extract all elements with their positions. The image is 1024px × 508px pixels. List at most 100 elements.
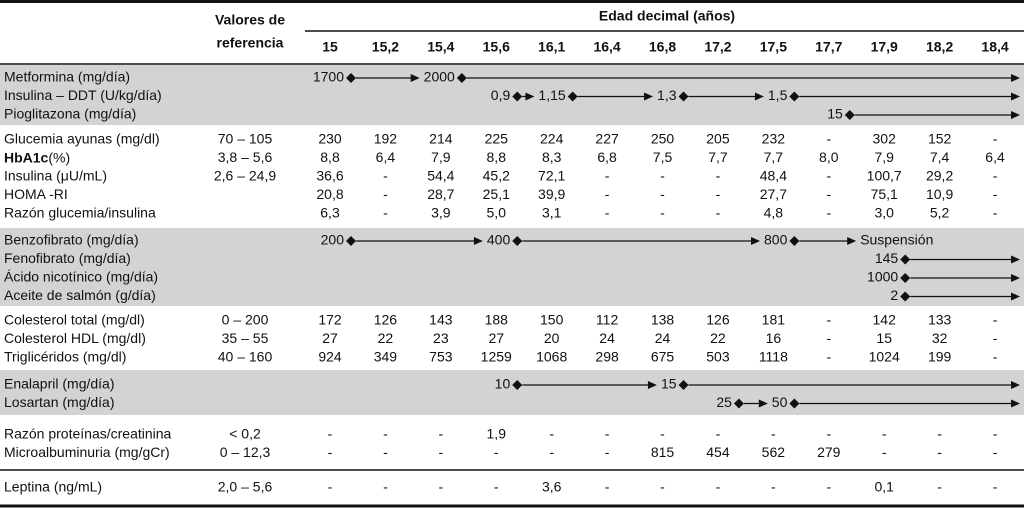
arrow-head (1011, 274, 1020, 282)
cell-value: 302 (873, 131, 897, 147)
cell-value: - (716, 186, 721, 202)
arrow-head (758, 399, 768, 408)
dose-label: 1,15 (538, 87, 565, 103)
cell-value: 32 (932, 330, 948, 346)
age-header: 15,2 (372, 39, 399, 55)
cell-value: 25,1 (483, 186, 510, 202)
dose-label: Suspensión (860, 232, 933, 248)
age-header: 15 (322, 39, 338, 55)
age-header: 17,7 (815, 39, 842, 55)
cell-value: 6,4 (985, 149, 1005, 165)
cell-value: 3,9 (431, 205, 451, 221)
reference-value: 2,6 – 24,9 (214, 168, 276, 184)
cell-value: - (605, 426, 610, 442)
cell-value: - (660, 168, 665, 184)
reference-value: 40 – 160 (218, 349, 273, 365)
cell-value: - (383, 186, 388, 202)
reference-value: 3,8 – 5,6 (218, 149, 273, 165)
row-label-bold: HbA1c (4, 149, 49, 165)
cell-value: - (328, 444, 333, 460)
cell-value: 1259 (481, 349, 512, 365)
arrow-head (525, 92, 535, 101)
cell-value: 22 (710, 330, 726, 346)
cell-value: 1024 (869, 349, 900, 365)
cell-value: 27 (488, 330, 504, 346)
cell-value: 150 (540, 312, 564, 328)
arrow-head (410, 74, 420, 82)
cell-value: 224 (540, 131, 564, 147)
dose-label: 800 (764, 232, 788, 248)
cell-value: 20,8 (316, 186, 343, 202)
cell-value: 199 (928, 349, 952, 365)
cell-value: - (993, 186, 998, 202)
cell-value: 1,9 (487, 426, 507, 442)
cell-value: 924 (318, 349, 342, 365)
age-header: 17,2 (704, 39, 731, 55)
row-label: Microalbuminuria (mg/gCr) (4, 444, 170, 460)
cell-value: 22 (378, 330, 394, 346)
cell-value: - (383, 205, 388, 221)
age-header: 17,9 (871, 39, 898, 55)
dose-marker (844, 110, 855, 120)
dose-marker (789, 91, 800, 102)
cell-value: 15 (876, 330, 892, 346)
cell-value: 54,4 (427, 168, 454, 184)
cell-value: - (383, 479, 388, 495)
cell-value: 7,9 (431, 149, 451, 165)
dose-marker (900, 254, 911, 265)
dose-marker (567, 91, 578, 102)
cell-value: 181 (762, 312, 786, 328)
cell-value: - (993, 330, 998, 346)
cell-value: - (937, 479, 942, 495)
dose-label: 2000 (424, 69, 455, 85)
row-label-unit: (%) (48, 149, 70, 165)
cell-value: - (882, 426, 887, 442)
cell-value: 138 (651, 312, 675, 328)
cell-value: 27 (322, 330, 338, 346)
dose-label: 0,9 (491, 87, 511, 103)
cell-value: - (716, 168, 721, 184)
cell-value: - (826, 349, 831, 365)
cell-value: 100,7 (867, 168, 902, 184)
arrow-head (751, 237, 761, 245)
row-label: Metformina (mg/día) (4, 69, 130, 85)
cell-value: - (937, 444, 942, 460)
arrow-head (1011, 92, 1020, 101)
cell-value: 298 (595, 349, 619, 365)
row-label: Aceite de salmón (g/día) (4, 287, 156, 303)
cell-value: 27,7 (760, 186, 787, 202)
cell-value: 143 (429, 312, 453, 328)
cell-value: 126 (706, 312, 730, 328)
cell-value: - (993, 349, 998, 365)
cell-value: 454 (706, 444, 730, 460)
age-header: 17,5 (760, 39, 787, 55)
arrow-head (1011, 381, 1020, 389)
dose-marker (900, 273, 911, 283)
cell-value: 192 (374, 131, 398, 147)
age-header: 16,1 (538, 39, 565, 55)
dose-marker (900, 291, 911, 302)
cell-value: - (716, 479, 721, 495)
dose-label: 200 (321, 232, 345, 248)
cell-value: 230 (318, 131, 342, 147)
cell-value: 232 (762, 131, 786, 147)
cell-value: - (826, 186, 831, 202)
header-reference: Valores de (215, 12, 285, 28)
row-label: HbA1c(%) (4, 149, 70, 165)
dose-marker (346, 73, 356, 83)
cell-value: 152 (928, 131, 952, 147)
dose-label: 15 (827, 106, 843, 122)
age-header: 15,4 (427, 39, 454, 55)
cell-value: 7,9 (874, 149, 894, 165)
row-label: Pioglitazona (mg/día) (4, 106, 136, 122)
row-label: Razón proteínas/creatinina (4, 426, 172, 442)
dose-marker (789, 236, 800, 246)
row-label: Insulina (μU/mL) (4, 168, 107, 184)
cell-value: 3,1 (542, 205, 562, 221)
section-band (0, 370, 1024, 415)
row-label: Leptina (ng/mL) (4, 479, 102, 495)
cell-value: 205 (706, 131, 730, 147)
dose-marker (789, 398, 800, 409)
row-label: HOMA -RI (4, 186, 68, 202)
